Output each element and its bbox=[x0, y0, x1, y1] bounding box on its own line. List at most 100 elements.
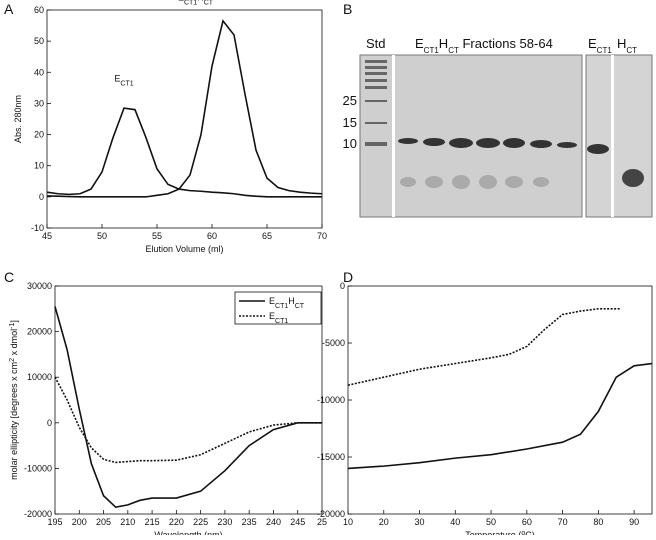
gel: Std ECT1HCT Fractions 58-64 ECT1 HCT 25 … bbox=[343, 36, 653, 218]
series-line bbox=[54, 376, 322, 464]
label-part: H bbox=[288, 296, 295, 306]
gel-image bbox=[585, 54, 653, 218]
y-tick-label: 0 bbox=[47, 418, 52, 428]
label-part: E bbox=[269, 311, 275, 321]
gel-divider bbox=[392, 55, 395, 217]
label-part: x dmol bbox=[9, 329, 19, 358]
y-tick-label: 10000 bbox=[27, 372, 52, 382]
x-tick-label: 80 bbox=[593, 517, 603, 527]
label-part: o bbox=[521, 530, 525, 536]
label-part: E bbox=[269, 296, 275, 306]
label-part: CT bbox=[204, 0, 214, 6]
x-tick-label: 245 bbox=[290, 517, 305, 527]
legend-label: ECT1HCT bbox=[269, 296, 305, 310]
bands bbox=[398, 138, 644, 187]
y-tick-label: 40 bbox=[34, 67, 44, 77]
x-tick-label: 90 bbox=[629, 517, 639, 527]
label-part: CT1 bbox=[275, 303, 288, 310]
x-axis-label: Elution Volume (ml) bbox=[145, 244, 223, 254]
panel-label: B bbox=[343, 1, 352, 17]
lane-label: Std bbox=[366, 36, 386, 51]
x-tick-label: 215 bbox=[145, 517, 160, 527]
panel-label: C bbox=[4, 269, 14, 285]
label-part: H bbox=[197, 0, 204, 3]
series-line bbox=[347, 308, 620, 386]
x-tick-label: 200 bbox=[72, 517, 87, 527]
x-tick-label: 30 bbox=[415, 517, 425, 527]
x-tick-label: 220 bbox=[169, 517, 184, 527]
x-tick-label: 40 bbox=[450, 517, 460, 527]
y-tick-label: -20000 bbox=[24, 509, 52, 519]
label-part: CT1 bbox=[275, 318, 288, 325]
annotation: ECT1 bbox=[114, 74, 133, 88]
y-tick-label: 10 bbox=[34, 161, 44, 171]
y-tick-label: -10000 bbox=[317, 395, 345, 405]
marker-label: 10 bbox=[343, 136, 357, 151]
series-line bbox=[46, 107, 322, 198]
series-line bbox=[46, 19, 323, 198]
label-part: Temperature ( bbox=[465, 530, 521, 535]
x-tick-label: 55 bbox=[152, 231, 162, 241]
gel-image bbox=[359, 54, 583, 218]
x-tick-label: 50 bbox=[486, 517, 496, 527]
y-tick-label: 20000 bbox=[27, 327, 52, 337]
plot-frame bbox=[54, 285, 323, 515]
label-part: CT1 bbox=[120, 80, 133, 87]
x-tick-label: 65 bbox=[262, 231, 272, 241]
x-tick-label: 225 bbox=[193, 517, 208, 527]
panel-label: D bbox=[343, 269, 353, 285]
smears bbox=[400, 175, 549, 189]
x-axis-label: Wavelength (nm) bbox=[154, 530, 222, 535]
series-line bbox=[347, 362, 653, 470]
x-tick-label: 60 bbox=[522, 517, 532, 527]
x-tick-label: 60 bbox=[207, 231, 217, 241]
annotation: ECT1HCT bbox=[178, 0, 214, 6]
label-part: 2 bbox=[9, 358, 16, 362]
y-axis-label: Abs. 280nm bbox=[13, 95, 23, 143]
label-part: CT bbox=[295, 303, 305, 310]
y-tick-label: 30 bbox=[34, 98, 44, 108]
label-part: molar ellipticity [degrees x cm bbox=[9, 362, 19, 480]
x-tick-label: 195 bbox=[47, 517, 62, 527]
x-tick-label: 240 bbox=[266, 517, 281, 527]
gel-divider bbox=[611, 55, 614, 217]
y-tick-label: -5000 bbox=[322, 338, 345, 348]
label-part: -1 bbox=[9, 323, 16, 329]
y-tick-label: -20000 bbox=[317, 509, 345, 519]
label-part: E bbox=[178, 0, 184, 3]
lane-label: ECT1 bbox=[588, 36, 612, 55]
marker-label: 15 bbox=[343, 115, 357, 130]
y-tick-label: 30000 bbox=[27, 281, 52, 291]
x-tick-label: 230 bbox=[217, 517, 232, 527]
marker-label: 25 bbox=[343, 93, 357, 108]
panel-label: A bbox=[4, 1, 14, 17]
y-tick-label: 20 bbox=[34, 130, 44, 140]
ladder bbox=[365, 60, 387, 146]
y-axis-label: molar ellipticity [degrees x cm2 x dmol-… bbox=[9, 320, 20, 480]
x-tick-label: 10 bbox=[343, 517, 353, 527]
series-line bbox=[54, 306, 322, 509]
plot-frame bbox=[347, 285, 653, 515]
y-tick-label: -15000 bbox=[317, 452, 345, 462]
lane-label: HCT bbox=[617, 36, 637, 55]
label-part: ] bbox=[9, 320, 19, 323]
x-tick-label: 205 bbox=[96, 517, 111, 527]
x-tick-label: 235 bbox=[242, 517, 257, 527]
legend-box bbox=[234, 291, 322, 325]
label-part: E bbox=[114, 74, 120, 84]
y-tick-label: 0 bbox=[39, 192, 44, 202]
x-tick-label: 45 bbox=[42, 231, 52, 241]
x-tick-label: 25 bbox=[317, 517, 327, 527]
x-tick-label: 210 bbox=[120, 517, 135, 527]
x-tick-label: 20 bbox=[379, 517, 389, 527]
x-axis-label: Temperature (oC) bbox=[465, 530, 534, 536]
label-part: CT1 bbox=[184, 0, 197, 6]
plot-frame bbox=[46, 9, 323, 229]
y-tick-label: 50 bbox=[34, 36, 44, 46]
y-tick-label: -10 bbox=[31, 223, 44, 233]
y-tick-label: 0 bbox=[340, 281, 345, 291]
label-part: C) bbox=[525, 530, 535, 535]
y-tick-label: 60 bbox=[34, 5, 44, 15]
x-tick-label: 70 bbox=[558, 517, 568, 527]
